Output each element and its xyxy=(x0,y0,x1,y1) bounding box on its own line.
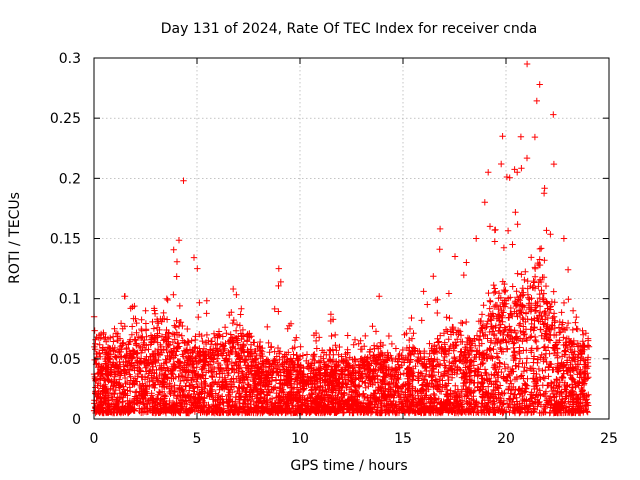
y-tick-labels: 0 0.05 0.1 0.15 0.2 0.25 0.3 xyxy=(50,51,81,428)
x-axis-label: GPS time / hours xyxy=(290,458,407,474)
chart-title: Day 131 of 2024, Rate Of TEC Index for r… xyxy=(161,21,537,37)
y-tick-label: 0.15 xyxy=(50,232,81,248)
y-tick-label: 0.1 xyxy=(59,292,81,308)
y-tick-label: 0.25 xyxy=(50,111,81,127)
x-tick-label: 10 xyxy=(291,431,309,447)
data-points xyxy=(90,60,593,417)
axis-ticks xyxy=(93,57,610,420)
x-tick-label: 0 xyxy=(90,431,99,447)
y-axis-label: ROTI / TECUs xyxy=(7,192,23,284)
y-tick-label: 0.2 xyxy=(59,171,81,187)
y-tick-label: 0 xyxy=(72,412,81,428)
x-tick-label: 25 xyxy=(600,431,618,447)
grid xyxy=(94,58,609,419)
y-tick-label: 0.3 xyxy=(59,51,81,67)
y-tick-label: 0.05 xyxy=(50,352,81,368)
x-tick-label: 15 xyxy=(394,431,412,447)
x-tick-label: 5 xyxy=(193,431,202,447)
roti-point-markers xyxy=(90,60,593,417)
x-tick-label: 20 xyxy=(497,431,515,447)
x-tick-labels: 0 5 10 15 20 25 xyxy=(90,431,618,447)
